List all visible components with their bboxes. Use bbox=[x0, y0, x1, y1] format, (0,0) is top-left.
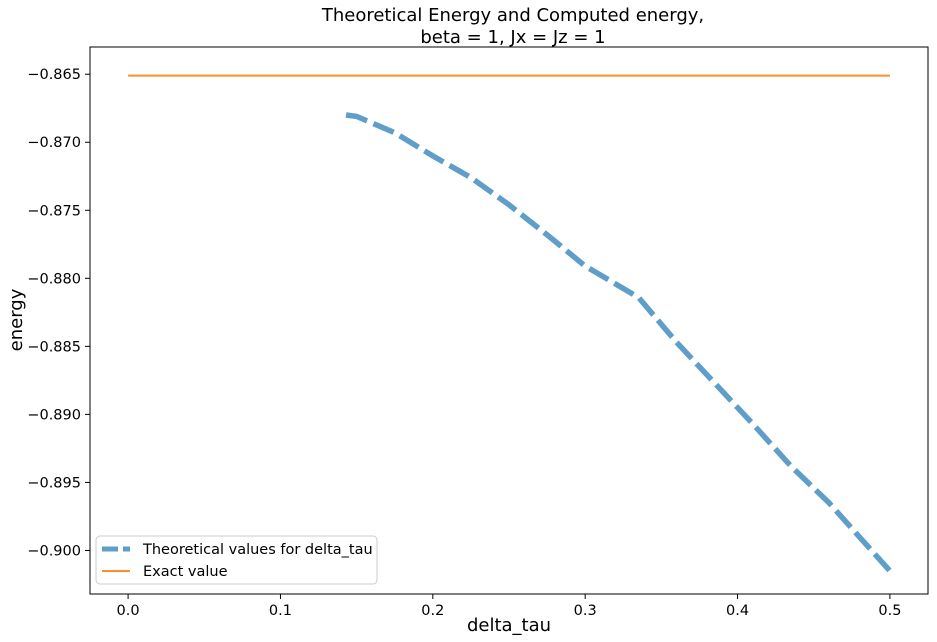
y-tick-label: −0.870 bbox=[27, 135, 81, 151]
x-tick-label: 0.4 bbox=[726, 603, 749, 619]
x-tick-label: 0.0 bbox=[117, 603, 140, 619]
y-tick-label: −0.875 bbox=[27, 203, 81, 219]
y-axis-ticks: −0.865 −0.870 −0.875 −0.880 −0.885 −0.890 −0.8… bbox=[27, 67, 90, 559]
legend-label-theoretical: Theoretical values for delta_tau bbox=[142, 542, 373, 558]
y-tick-label: −0.895 bbox=[27, 475, 81, 491]
chart-title-line-2: beta = 1, Jx = Jz = 1 bbox=[420, 27, 605, 48]
x-tick-label: 0.5 bbox=[878, 603, 901, 619]
series-line-theoretical bbox=[345, 112, 892, 573]
y-tick-label: −0.890 bbox=[27, 407, 81, 423]
y-tick-label: −0.900 bbox=[27, 543, 81, 559]
x-tick-label: 0.1 bbox=[269, 603, 292, 619]
x-axis-ticks: 0.0 0.1 0.2 0.3 0.4 0.5 bbox=[117, 594, 901, 619]
chart-title-line-1: Theoretical Energy and Computed energy, bbox=[321, 5, 704, 26]
legend-label-exact: Exact value bbox=[143, 564, 228, 580]
plot-frame bbox=[89, 46, 929, 595]
y-tick-label: −0.865 bbox=[27, 67, 81, 83]
y-axis-label: energy bbox=[6, 288, 27, 351]
x-axis-label: delta_tau bbox=[467, 615, 551, 636]
x-tick-label: 0.3 bbox=[574, 603, 597, 619]
y-tick-label: −0.885 bbox=[27, 339, 81, 355]
y-tick-label: −0.880 bbox=[27, 271, 81, 287]
series-layer bbox=[128, 74, 892, 573]
x-tick-label: 0.2 bbox=[421, 603, 444, 619]
legend: Theoretical values for delta_tau Exact v… bbox=[95, 535, 378, 585]
legend-box bbox=[95, 535, 378, 585]
plot-area bbox=[128, 74, 892, 573]
